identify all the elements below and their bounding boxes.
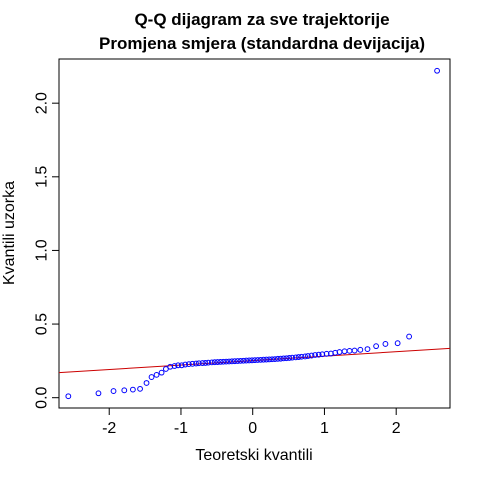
chart-subtitle: Promjena smjera (standardna devijacija) bbox=[99, 34, 425, 53]
data-point bbox=[434, 67, 440, 74]
data-point bbox=[137, 385, 143, 392]
data-point bbox=[237, 357, 244, 364]
data-point bbox=[110, 388, 117, 394]
data-point bbox=[223, 358, 230, 365]
x-tick-label: 2 bbox=[392, 420, 401, 437]
data-point bbox=[292, 354, 299, 361]
data-point bbox=[249, 357, 255, 364]
data-point bbox=[214, 359, 221, 365]
data-point bbox=[260, 356, 267, 363]
plot-frame bbox=[58, 58, 451, 409]
y-tick-label: 2.0 bbox=[34, 92, 51, 114]
data-point bbox=[65, 393, 72, 400]
data-point bbox=[269, 356, 275, 363]
data-point bbox=[199, 360, 206, 366]
data-point bbox=[178, 362, 185, 369]
data-point bbox=[195, 360, 202, 367]
y-tick-label: 1.0 bbox=[34, 239, 51, 261]
data-point bbox=[382, 341, 389, 347]
data-point bbox=[208, 359, 215, 366]
data-point bbox=[211, 359, 218, 366]
data-point bbox=[351, 347, 358, 354]
data-point bbox=[277, 355, 284, 362]
data-point bbox=[240, 357, 247, 364]
data-point bbox=[193, 360, 199, 367]
x-axis: -2 -1 0 1 2 bbox=[102, 408, 401, 437]
y-tick-label: 0.5 bbox=[34, 313, 51, 335]
y-tick-label: 0.0 bbox=[34, 386, 51, 408]
data-point bbox=[251, 357, 258, 364]
y-tick-label: 1.5 bbox=[34, 166, 51, 188]
data-point bbox=[266, 356, 273, 363]
data-point bbox=[158, 369, 165, 376]
data-point bbox=[286, 355, 293, 361]
data-point bbox=[205, 359, 212, 366]
data-point bbox=[295, 354, 302, 360]
y-axis: 0.0 0.5 1.0 1.5 2.0 bbox=[34, 92, 59, 409]
data-point bbox=[263, 356, 270, 363]
data-point bbox=[162, 366, 169, 372]
data-point bbox=[302, 353, 308, 360]
data-point bbox=[257, 356, 264, 363]
chart-title: Q-Q dijagram za sve trajektorije bbox=[134, 10, 389, 29]
x-tick-label: 0 bbox=[248, 420, 257, 437]
data-point bbox=[373, 343, 380, 350]
data-point bbox=[182, 361, 189, 368]
data-point bbox=[280, 355, 287, 362]
data-point bbox=[189, 360, 196, 367]
data-point bbox=[305, 353, 311, 359]
data-point bbox=[217, 359, 224, 365]
data-point bbox=[229, 358, 235, 365]
data-point bbox=[312, 352, 319, 358]
data-point bbox=[298, 353, 305, 360]
data-point bbox=[346, 347, 353, 354]
data-point bbox=[283, 355, 290, 362]
data-point bbox=[357, 346, 364, 353]
data-point bbox=[148, 374, 155, 380]
data-point bbox=[143, 380, 150, 386]
x-tick-label: 1 bbox=[320, 420, 329, 437]
data-point bbox=[315, 351, 322, 358]
y-axis-label: Kvantili uzorka bbox=[1, 181, 18, 285]
data-point bbox=[254, 357, 261, 363]
data-point bbox=[364, 346, 371, 352]
data-point bbox=[274, 355, 281, 362]
data-point bbox=[243, 357, 250, 364]
data-point bbox=[202, 360, 209, 366]
data-point bbox=[153, 371, 160, 378]
data-point bbox=[171, 363, 178, 369]
data-point bbox=[226, 358, 232, 365]
data-point bbox=[341, 348, 348, 355]
data-point bbox=[95, 390, 102, 397]
data-point bbox=[289, 354, 296, 361]
data-point bbox=[246, 357, 253, 364]
data-point bbox=[406, 333, 413, 340]
data-point bbox=[234, 358, 241, 364]
data-point bbox=[272, 356, 278, 363]
data-point bbox=[220, 358, 227, 365]
x-tick-label: -1 bbox=[174, 420, 188, 437]
data-point bbox=[129, 386, 136, 393]
data-point bbox=[175, 362, 181, 369]
data-point bbox=[394, 340, 401, 347]
data-points bbox=[65, 67, 440, 400]
x-tick-label: -2 bbox=[102, 420, 116, 437]
data-point bbox=[231, 358, 238, 365]
x-axis-label: Teoretski kvantili bbox=[195, 447, 312, 464]
data-point bbox=[308, 352, 315, 359]
data-point bbox=[185, 361, 192, 368]
data-point bbox=[121, 387, 128, 394]
